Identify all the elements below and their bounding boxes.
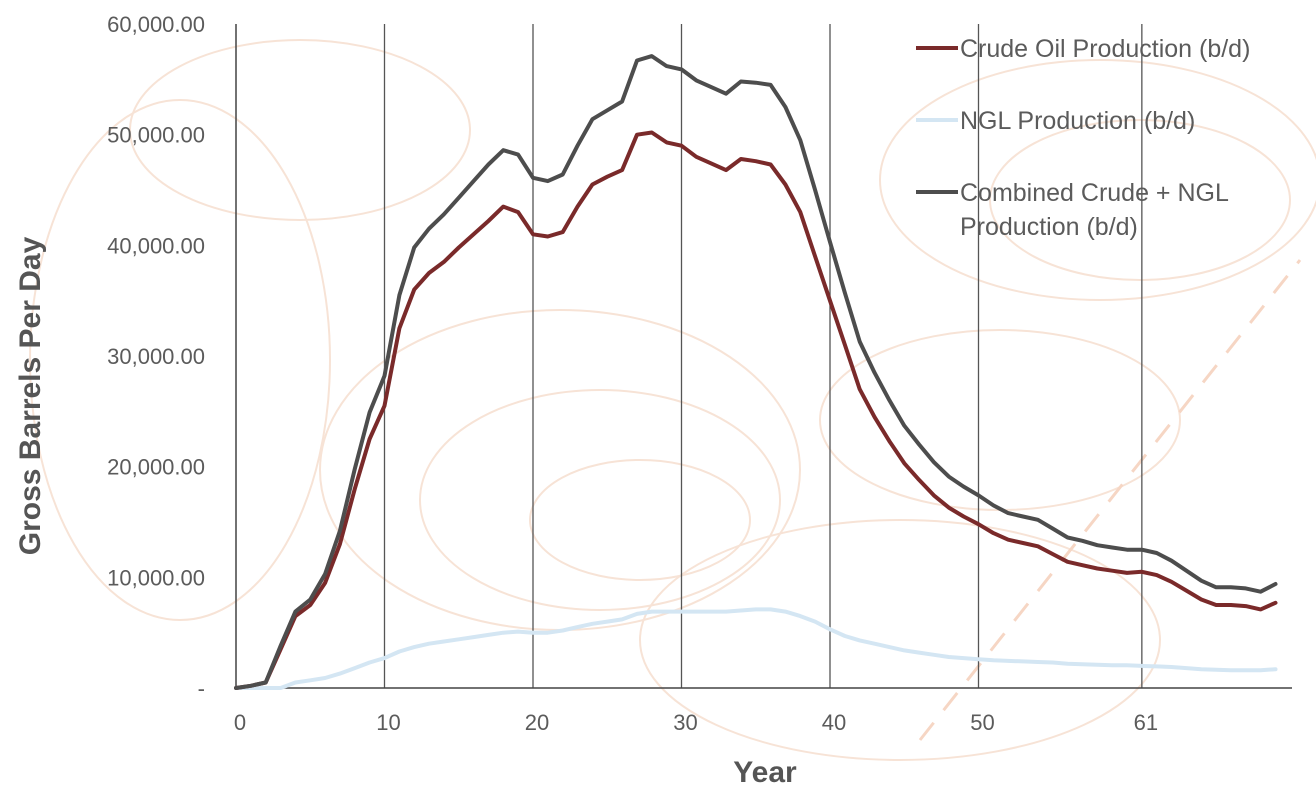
x-tick-label: 20 bbox=[525, 710, 549, 735]
y-tick-label: 50,000.00 bbox=[107, 123, 205, 148]
background-dashed-path bbox=[918, 259, 1302, 741]
series-line-3 bbox=[234, 54, 1278, 690]
topographic-background bbox=[29, 39, 1316, 761]
axes bbox=[235, 24, 1292, 689]
x-tick-label: 40 bbox=[822, 710, 846, 735]
background-contour bbox=[879, 59, 1316, 301]
background-contour bbox=[989, 119, 1291, 281]
x-tick-label: 10 bbox=[376, 710, 400, 735]
background-contour bbox=[29, 99, 331, 621]
series-lines bbox=[234, 54, 1278, 690]
y-tick-labels: - 10,000.00 20,000.00 30,000.00 40,000.00 50,… bbox=[107, 12, 205, 701]
legend-label: Combined Crude + NGL Production (b/d) bbox=[960, 179, 1229, 241]
series-line-2 bbox=[234, 607, 1278, 690]
y-tick-label: 30,000.00 bbox=[107, 344, 205, 369]
y-tick-label: 60,000.00 bbox=[107, 12, 205, 37]
x-tick-label: 30 bbox=[673, 710, 697, 735]
background-contour bbox=[419, 389, 781, 611]
background-contour bbox=[639, 519, 1161, 761]
y-tick-label: - bbox=[198, 676, 205, 701]
y-tick-label: 20,000.00 bbox=[107, 455, 205, 480]
background-contour bbox=[529, 459, 751, 581]
background-contour bbox=[819, 329, 1181, 511]
x-tick-label: 0 bbox=[234, 710, 246, 735]
legend: Crude Oil Production (b/d) NGL Production… bbox=[916, 35, 1250, 241]
legend-label: NGL Production (b/d) bbox=[960, 107, 1195, 135]
vertical-gridlines bbox=[383, 24, 1143, 688]
legend-label: Crude Oil Production (b/d) bbox=[960, 35, 1250, 63]
x-tick-label: 61 bbox=[1134, 710, 1158, 735]
x-axis-title: Year bbox=[733, 756, 797, 787]
x-tick-label: 50 bbox=[970, 710, 994, 735]
y-tick-label: 40,000.00 bbox=[107, 233, 205, 258]
series-line-1 bbox=[234, 130, 1278, 690]
y-tick-label: 10,000.00 bbox=[107, 565, 205, 590]
background-contour bbox=[129, 39, 471, 221]
y-axis-title: Gross Barrels Per Day bbox=[14, 236, 47, 555]
x-tick-labels: 0 10 20 30 40 50 61 bbox=[234, 710, 1158, 735]
